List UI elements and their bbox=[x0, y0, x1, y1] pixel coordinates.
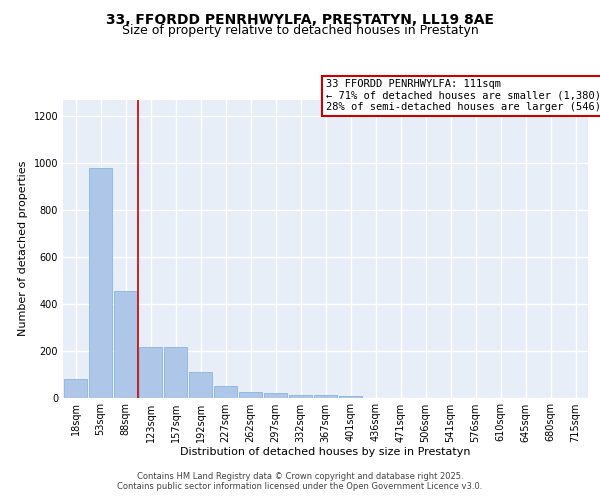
Bar bbox=[289, 395, 312, 398]
Text: 33, FFORDD PENRHWYLFA, PRESTATYN, LL19 8AE: 33, FFORDD PENRHWYLFA, PRESTATYN, LL19 8… bbox=[106, 12, 494, 26]
Bar bbox=[114, 291, 137, 398]
Bar bbox=[264, 393, 287, 398]
Bar bbox=[239, 392, 262, 398]
X-axis label: Distribution of detached houses by size in Prestatyn: Distribution of detached houses by size … bbox=[180, 448, 471, 458]
Bar bbox=[189, 372, 212, 398]
Text: Contains HM Land Registry data © Crown copyright and database right 2025.: Contains HM Land Registry data © Crown c… bbox=[137, 472, 463, 481]
Bar bbox=[214, 386, 237, 398]
Y-axis label: Number of detached properties: Number of detached properties bbox=[18, 161, 28, 336]
Text: Size of property relative to detached houses in Prestatyn: Size of property relative to detached ho… bbox=[122, 24, 478, 37]
Text: 33 FFORDD PENRHWYLFA: 111sqm
← 71% of detached houses are smaller (1,380)
28% of: 33 FFORDD PENRHWYLFA: 111sqm ← 71% of de… bbox=[325, 79, 600, 112]
Bar bbox=[89, 168, 112, 398]
Bar bbox=[139, 347, 162, 398]
Text: Contains public sector information licensed under the Open Government Licence v3: Contains public sector information licen… bbox=[118, 482, 482, 491]
Bar bbox=[64, 379, 87, 398]
Bar bbox=[164, 347, 187, 398]
Bar bbox=[339, 396, 362, 398]
Bar bbox=[314, 395, 337, 398]
